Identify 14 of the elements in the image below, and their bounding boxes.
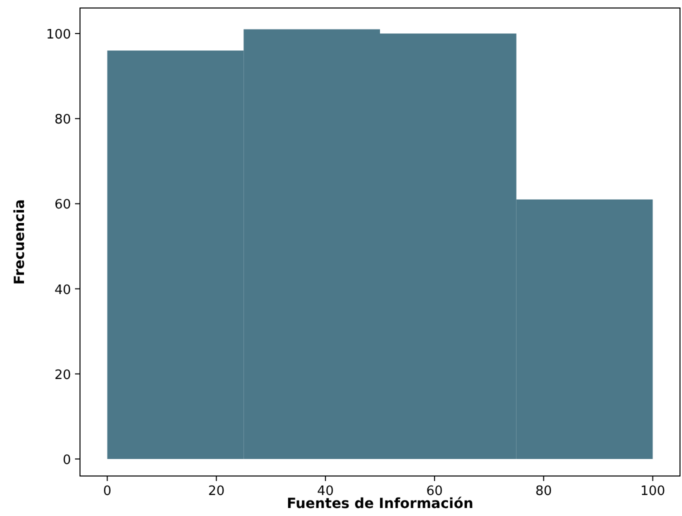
x-tick-label: 40 (317, 484, 334, 499)
y-tick-label: 60 (54, 198, 71, 213)
x-tick-label: 100 (640, 484, 666, 499)
y-tick-label: 20 (54, 368, 71, 383)
y-axis-title: Frecuencia (12, 199, 28, 285)
y-tick-label: 80 (54, 112, 71, 128)
x-tick-label: 0 (103, 484, 112, 499)
y-tick-label: 40 (54, 282, 71, 298)
y-tick-label: 100 (46, 28, 71, 43)
x-axis-title: Fuentes de Información (286, 496, 474, 512)
x-tick-label: 80 (535, 484, 552, 499)
y-tick-label: 0 (62, 452, 71, 468)
x-tick-label: 20 (208, 484, 225, 499)
x-tick-label: 60 (426, 484, 443, 499)
